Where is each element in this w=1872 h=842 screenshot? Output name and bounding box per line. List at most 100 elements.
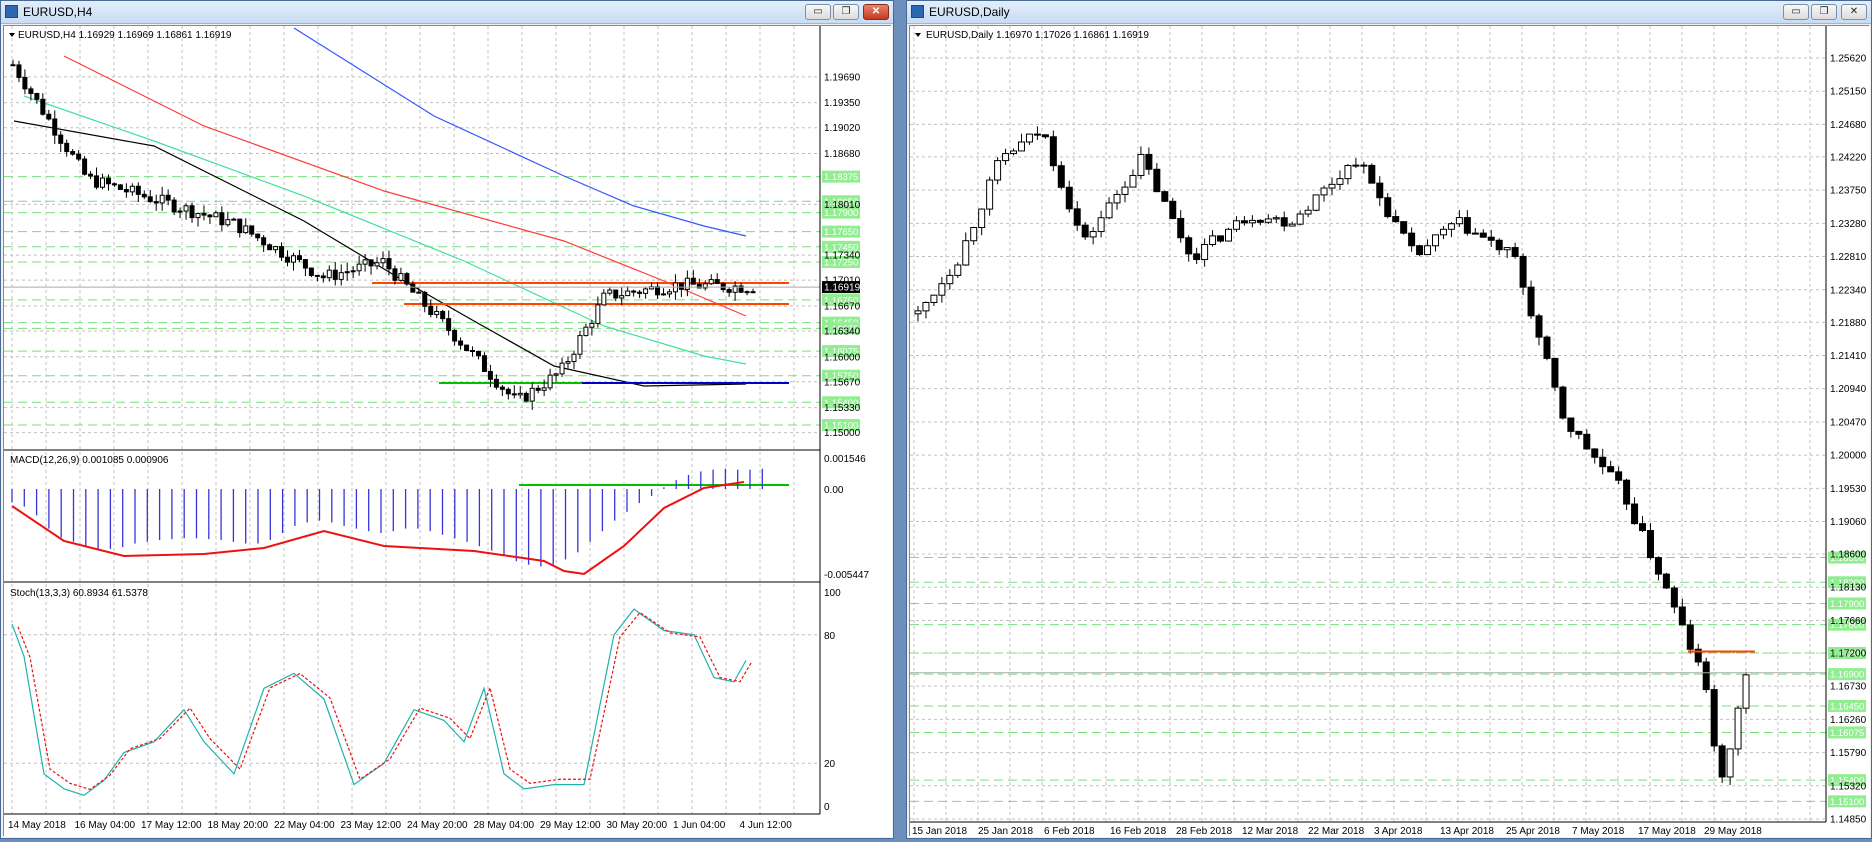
daily-background — [910, 26, 1870, 837]
daily-candle-body — [1288, 223, 1296, 227]
daily-candle-body — [1384, 197, 1392, 218]
daily-level-label-bg — [1828, 668, 1866, 681]
daily-level-label: 1.18550 — [1830, 553, 1864, 564]
h4-level-label-bg — [822, 369, 860, 382]
h4-candle-body — [22, 76, 28, 90]
h4-time-label: 17 May 12:00 — [141, 820, 202, 831]
close-button[interactable]: ✕ — [1841, 4, 1867, 20]
h4-candle-body — [499, 386, 505, 390]
h4-candle-body — [261, 237, 267, 246]
close-icon: ✕ — [871, 6, 881, 17]
daily-candle-body — [1718, 745, 1726, 778]
h4-candle-body — [720, 282, 726, 291]
daily-chart-window[interactable]: EURUSD,Daily ▭ ❐ ✕ 1.18550 1.18200 1.17900… — [906, 0, 1872, 839]
minimize-button[interactable]: ▭ — [1783, 4, 1809, 20]
h4-candle-body — [88, 173, 94, 177]
h4-candle-body — [344, 271, 350, 274]
daily-candle-body — [1686, 624, 1694, 650]
daily-candle-body — [1678, 606, 1686, 626]
daily-price-label: 1.24220 — [1830, 152, 1867, 163]
daily-level-label-bg — [1828, 597, 1866, 610]
h4-background — [4, 26, 892, 837]
h4-candle-body — [422, 291, 428, 307]
daily-level-label: 1.17200 — [1830, 648, 1864, 659]
h4-chart-window[interactable]: EURUSD,H4 ▭ ❐ ✕ 1.18375 1.18050 1.17900 1.1… — [0, 0, 894, 839]
daily-price-label: 1.20470 — [1830, 417, 1867, 428]
h4-candle-body — [123, 188, 129, 193]
daily-price-label: 1.21410 — [1830, 351, 1867, 362]
h4-candle-body — [607, 289, 613, 294]
daily-candle-body — [1639, 523, 1647, 532]
h4-window-title: EURUSD,H4 — [23, 5, 93, 19]
h4-level-label: 1.18375 — [824, 172, 858, 183]
restore-button[interactable]: ❐ — [1811, 4, 1837, 20]
daily-time-label: 25 Apr 2018 — [1506, 826, 1560, 837]
h4-candle-body — [320, 275, 326, 279]
daily-title-bar[interactable]: EURUSD,Daily ▭ ❐ ✕ — [907, 1, 1871, 24]
h4-candle-body — [595, 304, 601, 324]
daily-time-label: 28 Feb 2018 — [1176, 826, 1233, 837]
h4-candle-body — [231, 218, 237, 221]
daily-candle-body — [1320, 187, 1328, 196]
daily-candle-body — [1201, 244, 1209, 261]
h4-candle-body — [213, 212, 219, 218]
h4-candle-body — [117, 184, 123, 190]
daily-price-label: 1.17660 — [1830, 616, 1867, 627]
stoch-level-label: 0 — [824, 802, 830, 813]
h4-level-label: 1.17900 — [824, 208, 858, 219]
h4-candle-body — [296, 255, 302, 261]
restore-button[interactable]: ❐ — [833, 4, 859, 20]
daily-candle-body — [1495, 239, 1503, 251]
daily-price-label: 1.17200 — [1830, 648, 1867, 659]
h4-candle-body — [28, 88, 34, 94]
close-button[interactable]: ✕ — [863, 4, 889, 20]
h4-price-label: 1.16670 — [824, 301, 861, 312]
daily-time-label: 15 Jan 2018 — [912, 826, 967, 837]
daily-candle-body — [1734, 707, 1742, 750]
daily-level-label-bg — [1828, 774, 1866, 787]
h4-candle-body — [464, 344, 470, 352]
h4-time-label: 1 Jun 04:00 — [673, 820, 726, 831]
minimize-button[interactable]: ▭ — [805, 4, 831, 20]
h4-candle-body — [446, 318, 452, 331]
daily-candle-body — [1583, 433, 1591, 450]
daily-candle-body — [1129, 175, 1137, 188]
h4-candle-body — [571, 353, 577, 363]
h4-candle-body — [177, 210, 183, 213]
daily-candle-body — [1503, 247, 1511, 251]
minimize-icon: ▭ — [813, 6, 823, 17]
h4-candle-body — [219, 212, 225, 226]
h4-candle-body — [201, 212, 207, 216]
daily-candle-body — [1240, 220, 1248, 224]
h4-price-label: 1.17340 — [824, 251, 861, 262]
daily-candle-body — [1694, 648, 1702, 663]
daily-candle-body — [1408, 232, 1416, 247]
h4-candle-body — [684, 277, 690, 290]
h4-level-label-bg — [822, 225, 860, 238]
h4-candle-body — [726, 289, 732, 293]
daily-candle-body — [1209, 235, 1217, 246]
h4-candle-body — [34, 92, 40, 100]
h4-candle-body — [64, 142, 70, 153]
daily-chart-svg[interactable]: 1.18550 1.18200 1.17900 1.17600 1.17200 1.169… — [910, 26, 1870, 837]
daily-candle-body — [1081, 224, 1089, 238]
h4-candle-body — [410, 283, 416, 293]
h4-candle-body — [195, 212, 201, 219]
daily-candle-body — [1662, 573, 1670, 589]
h4-level-label: 1.18050 — [824, 197, 858, 208]
h4-candle-body — [332, 269, 338, 280]
h4-candle-body — [601, 292, 607, 306]
daily-candle-body — [1296, 213, 1304, 225]
h4-title-bar[interactable]: EURUSD,H4 ▭ ❐ ✕ — [1, 1, 893, 24]
daily-candle-body — [1368, 164, 1376, 184]
h4-candle-body — [511, 393, 517, 396]
h4-candle-body — [583, 326, 589, 337]
h4-level-label-bg — [822, 396, 860, 409]
daily-candle-body — [1137, 153, 1145, 177]
h4-candle-body — [308, 267, 314, 276]
h4-chart-area[interactable]: 1.18375 1.18050 1.17900 1.17650 1.17450 1.172… — [3, 25, 892, 837]
daily-candle-body — [1360, 164, 1368, 167]
daily-chart-area[interactable]: 1.18550 1.18200 1.17900 1.17600 1.17200 1.169… — [909, 25, 1870, 837]
daily-candle-body — [1065, 186, 1073, 210]
